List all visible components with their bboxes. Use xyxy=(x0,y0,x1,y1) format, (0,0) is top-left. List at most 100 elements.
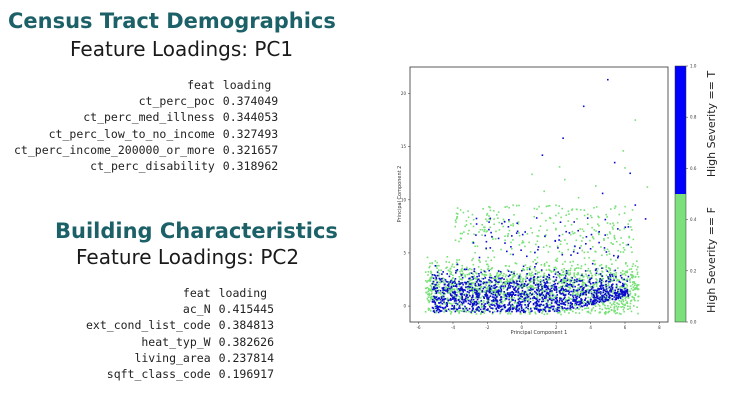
data-point-t xyxy=(609,278,612,281)
data-point-f xyxy=(632,281,634,283)
data-point-f xyxy=(438,274,440,277)
data-point-t xyxy=(548,310,551,312)
data-point-f xyxy=(605,300,607,302)
data-point-t xyxy=(561,303,563,305)
data-point-t xyxy=(516,230,519,233)
data-point-f xyxy=(504,299,506,302)
data-point-t xyxy=(564,277,567,280)
data-point-f xyxy=(467,268,470,271)
data-point-f xyxy=(569,273,571,276)
data-point-t xyxy=(518,277,520,279)
data-point-t xyxy=(436,271,439,274)
data-point-f xyxy=(478,307,480,310)
data-point-f xyxy=(439,293,442,295)
data-point-t xyxy=(615,276,617,278)
data-point-f xyxy=(577,284,579,286)
data-point-t xyxy=(549,307,552,309)
data-point-t xyxy=(610,286,613,288)
data-point-f xyxy=(617,267,619,269)
data-point-f xyxy=(428,279,430,282)
data-point-t xyxy=(499,299,501,301)
data-point-f xyxy=(478,296,481,299)
data-point-t xyxy=(558,309,561,312)
data-point-f xyxy=(589,277,591,279)
data-point-f xyxy=(476,291,479,294)
data-point-f xyxy=(553,267,556,269)
data-point-t xyxy=(588,290,591,292)
data-point-t xyxy=(439,301,442,303)
data-point-t xyxy=(498,281,500,283)
data-point-f xyxy=(433,289,435,291)
data-point-t xyxy=(599,278,601,280)
data-point-f xyxy=(470,223,472,225)
data-point-t xyxy=(489,287,491,289)
data-point-f xyxy=(526,293,529,295)
data-point-f xyxy=(540,280,543,282)
data-point-t xyxy=(565,290,567,293)
x-tick-label: 0 xyxy=(521,325,524,330)
data-point-f xyxy=(512,223,514,225)
data-point-t xyxy=(554,240,557,242)
data-point-t xyxy=(537,248,539,251)
data-point-t xyxy=(461,298,463,301)
data-point-t xyxy=(538,290,541,292)
data-point-t xyxy=(552,305,554,308)
data-point-t xyxy=(579,280,582,282)
data-point-f xyxy=(598,311,601,314)
data-point-f xyxy=(602,267,604,269)
data-point-t xyxy=(604,218,607,221)
data-point-t xyxy=(544,282,547,285)
data-point-f xyxy=(470,282,472,284)
data-point-t xyxy=(600,291,602,293)
data-point-f xyxy=(465,220,468,222)
data-point-t xyxy=(459,283,461,285)
data-point-t xyxy=(435,307,437,310)
data-point-t xyxy=(473,270,475,273)
data-point-f xyxy=(556,307,559,310)
data-point-f xyxy=(512,305,514,308)
data-point-f xyxy=(622,298,624,301)
colorbar-frame xyxy=(674,65,687,323)
data-point-f xyxy=(494,282,497,284)
data-point-t xyxy=(462,299,464,301)
data-point-t xyxy=(579,294,581,297)
data-point-f xyxy=(561,269,563,271)
data-point-t xyxy=(558,273,561,275)
data-point-f xyxy=(464,285,467,288)
data-point-t xyxy=(539,289,542,291)
data-point-t xyxy=(556,310,558,313)
data-point-t xyxy=(481,289,484,292)
data-point-t xyxy=(500,298,503,301)
data-point-f xyxy=(476,280,479,283)
data-point-t xyxy=(484,303,487,305)
data-point-f xyxy=(520,291,523,294)
data-point-f xyxy=(456,261,458,264)
data-point-t xyxy=(453,296,455,298)
data-point-f xyxy=(542,289,545,292)
data-point-f xyxy=(601,308,603,311)
data-point-f xyxy=(628,220,631,222)
data-point-f xyxy=(577,295,580,297)
data-point-f xyxy=(618,299,621,302)
data-point-t xyxy=(465,268,468,271)
data-point-f xyxy=(559,243,562,246)
data-point-t xyxy=(572,250,575,253)
data-point-f xyxy=(622,300,625,303)
data-point-f xyxy=(541,284,543,286)
data-point-f xyxy=(601,282,603,284)
data-point-f xyxy=(605,268,607,271)
data-point-t xyxy=(555,287,557,289)
data-point-f xyxy=(507,312,509,315)
data-point-t xyxy=(436,281,438,284)
data-point-f xyxy=(465,311,468,313)
data-point-f xyxy=(633,281,635,283)
data-point-f xyxy=(525,299,528,302)
data-point-t xyxy=(446,281,449,283)
data-point-t xyxy=(521,296,524,298)
data-point-f xyxy=(601,292,604,294)
data-point-t xyxy=(475,293,478,296)
data-point-t xyxy=(594,300,596,303)
data-point-f xyxy=(612,222,614,225)
data-point-t xyxy=(583,287,585,289)
data-point-f xyxy=(456,291,459,294)
